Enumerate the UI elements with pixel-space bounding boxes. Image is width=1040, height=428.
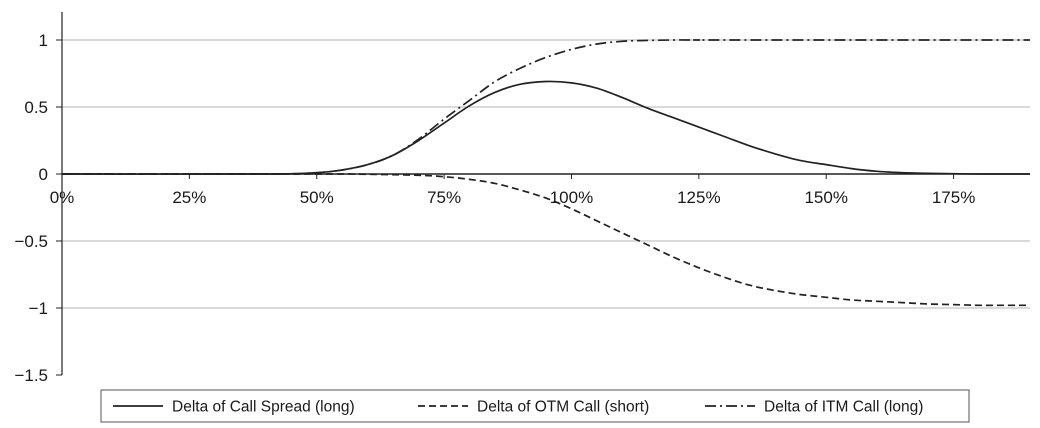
tick-labels: 1 0.5 0 −0.5 −1 −1.5 0% 25% 50% 75% 100% 125% 150% 17… <box>14 31 975 385</box>
y-tick-label: −1.5 <box>14 366 48 385</box>
x-tick-label: 175% <box>932 188 975 207</box>
otm-call-delta-line <box>62 173 1030 307</box>
legend-box <box>100 389 970 423</box>
legend-label-itm-call: Delta of ITM Call (long) <box>764 399 923 416</box>
y-tick-label: −0.5 <box>14 232 48 251</box>
x-tick-label: 50% <box>300 188 334 207</box>
y-tick-label: 0 <box>39 165 48 184</box>
legend-label-call-spread: Delta of Call Spread (long) <box>172 399 355 416</box>
itm-call-delta-line <box>61 39 1030 175</box>
x-tick-label: 125% <box>677 188 720 207</box>
y-tick-label: 1 <box>39 31 48 50</box>
x-tick-label: 25% <box>172 188 206 207</box>
y-tick-label: 0.5 <box>24 98 48 117</box>
y-tick-label: −1 <box>29 299 48 318</box>
x-tick-label: 75% <box>427 188 461 207</box>
series-lines <box>61 39 1030 307</box>
legend: Delta of Call Spread (long) Delta of OTM … <box>100 389 970 423</box>
legend-label-otm-call: Delta of OTM Call (short) <box>477 399 649 416</box>
x-tick-label: 150% <box>804 188 847 207</box>
x-tick-label: 0% <box>50 188 75 207</box>
x-tick-label: 100% <box>550 188 593 207</box>
call-spread-delta-line <box>61 80 1030 175</box>
axes <box>56 12 955 376</box>
